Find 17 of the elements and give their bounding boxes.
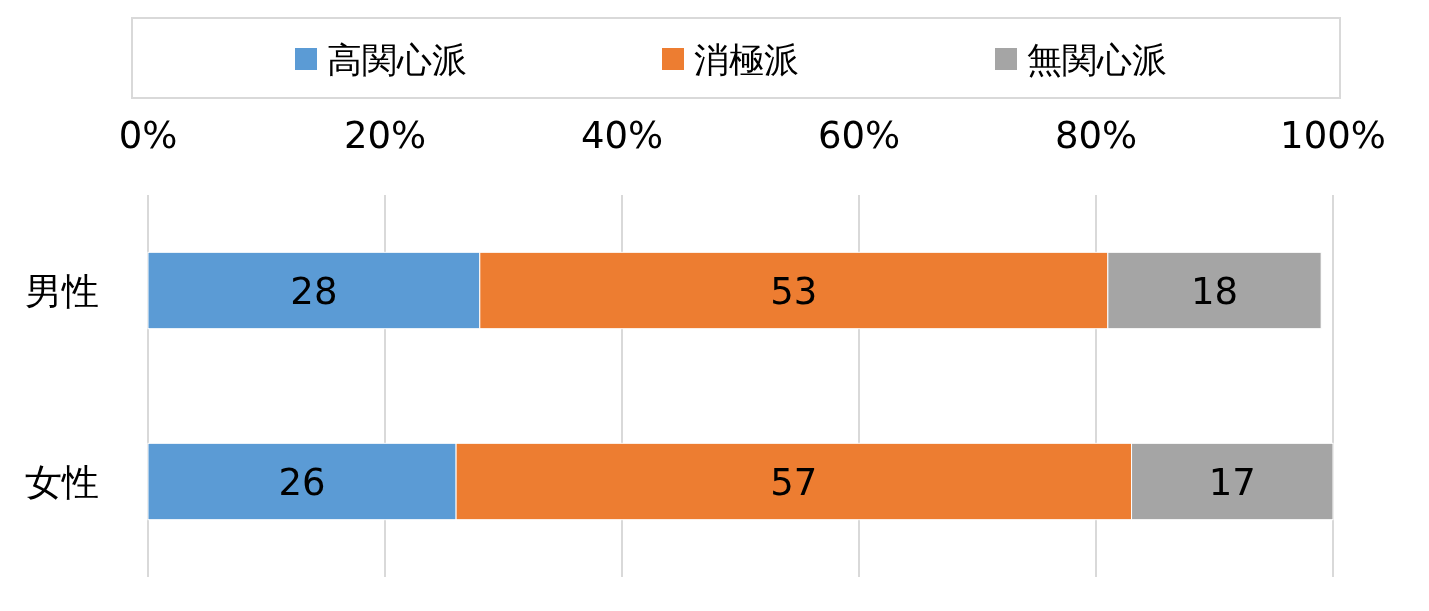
x-tick-label: 40% [580, 114, 664, 157]
x-tick-label: 100% [1280, 114, 1386, 157]
legend-label: 高関心派 [327, 40, 467, 80]
legend-label: 無関心派 [1027, 40, 1167, 80]
data-label: 17 [1208, 460, 1256, 504]
x-tick-label: 60% [817, 114, 901, 157]
x-tick-label: 80% [1054, 114, 1138, 157]
data-label: 28 [290, 269, 338, 313]
data-label: 57 [770, 460, 818, 504]
y-tick-label: 男性 [25, 269, 99, 313]
data-label: 18 [1190, 269, 1239, 313]
data-label: 26 [278, 460, 326, 504]
data-label: 53 [770, 269, 818, 313]
x-tick-label: 0% [118, 114, 178, 157]
y-tick-label: 女性 [25, 460, 99, 504]
x-tick-label: 20% [343, 114, 427, 157]
legend-label: 消極派 [694, 40, 799, 80]
